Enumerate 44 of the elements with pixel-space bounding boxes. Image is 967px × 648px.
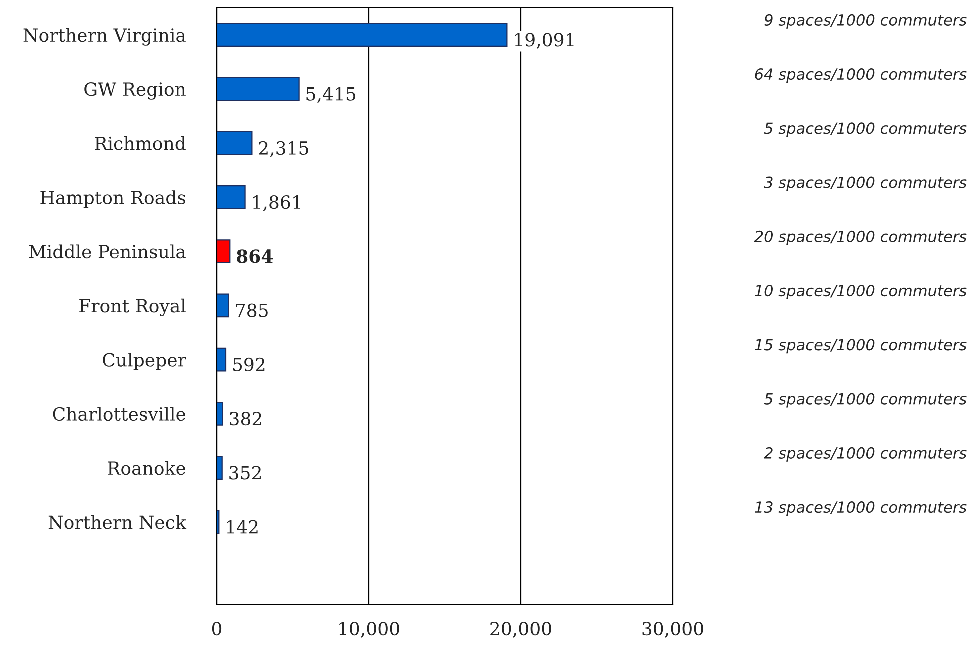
bar bbox=[217, 402, 224, 426]
y-tick-label: Middle Peninsula bbox=[29, 244, 186, 259]
data-label: 864 bbox=[236, 250, 274, 264]
y-tick-label: Northern Virginia bbox=[24, 28, 186, 46]
bar bbox=[217, 348, 227, 372]
x-tick-label: 0 bbox=[212, 622, 222, 636]
x-tick-label: 10,000 bbox=[340, 622, 400, 638]
data-label: 19,091 bbox=[515, 33, 574, 49]
y-tick-label: Northern Neck bbox=[48, 515, 187, 530]
y-tick-label: GW Region bbox=[84, 82, 186, 100]
bar bbox=[217, 510, 220, 534]
bar bbox=[217, 186, 246, 210]
text: 5 spaces/1000 commuters bbox=[764, 122, 967, 138]
text: 5 spaces/1000 commuters bbox=[764, 393, 967, 408]
text: 2 spaces/1000 commuters bbox=[764, 447, 967, 462]
data-label: 592 bbox=[233, 358, 265, 372]
text: 15 spaces/1000 commuters bbox=[755, 339, 967, 354]
text: 64 spaces/1000 commuters bbox=[755, 68, 967, 84]
data-label: 1,861 bbox=[253, 196, 300, 212]
y-tick-label: Charlottesville bbox=[53, 407, 186, 422]
data-label: 2,315 bbox=[259, 141, 308, 158]
bar bbox=[217, 131, 253, 156]
data-label: 142 bbox=[227, 520, 258, 534]
text: 10 spaces/1000 commuters bbox=[755, 285, 967, 300]
text: 13 spaces/1000 commuters bbox=[755, 502, 967, 516]
data-label: 785 bbox=[236, 304, 268, 318]
y-tick-label: Hampton Roads bbox=[40, 190, 186, 208]
y-tick-label: Front Royal bbox=[80, 298, 186, 317]
bar bbox=[217, 294, 230, 318]
bar bbox=[217, 240, 231, 264]
text: 9 spaces/1000 commuters bbox=[764, 14, 967, 29]
y-tick-label: Culpeper bbox=[103, 352, 186, 370]
y-tick-label: Roanoke bbox=[108, 461, 186, 476]
text: 20 spaces/1000 commuters bbox=[754, 230, 967, 246]
text: 3 spaces/1000 commuters bbox=[764, 176, 967, 192]
y-tick-label: Richmond bbox=[95, 136, 186, 150]
x-tick-label: 30,000 bbox=[642, 622, 704, 638]
data-label: 5,415 bbox=[306, 87, 356, 104]
bar bbox=[217, 456, 223, 480]
bar bbox=[217, 23, 508, 47]
data-label: 352 bbox=[230, 466, 261, 480]
bar bbox=[217, 77, 300, 102]
x-tick-label: 20,000 bbox=[490, 622, 552, 638]
data-label: 382 bbox=[230, 412, 262, 426]
